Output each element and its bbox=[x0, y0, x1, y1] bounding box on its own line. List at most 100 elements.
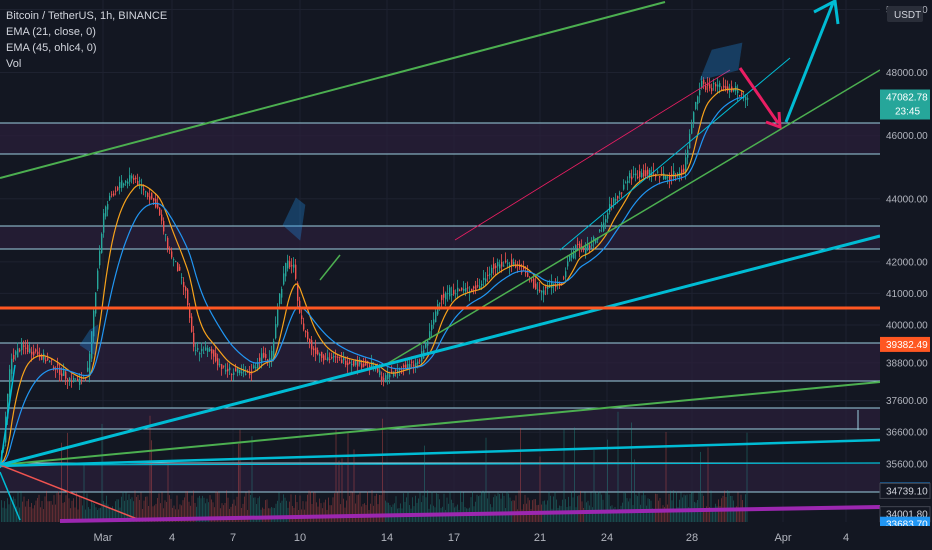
candle-body bbox=[407, 364, 409, 370]
candle-body bbox=[475, 285, 477, 290]
volume-bar bbox=[598, 491, 599, 522]
volume-bar bbox=[68, 498, 70, 522]
candle-body bbox=[323, 355, 325, 361]
volume-trend-line bbox=[59, 505, 881, 523]
volume-bar bbox=[241, 508, 242, 522]
volume-bar bbox=[289, 501, 290, 522]
volume-bar bbox=[130, 499, 131, 522]
volume-bar bbox=[133, 501, 134, 522]
candle-body bbox=[569, 255, 571, 261]
volume-bar bbox=[50, 500, 52, 522]
volume-bar bbox=[55, 504, 56, 522]
time-tick-label: 14 bbox=[381, 532, 393, 544]
volume-bar bbox=[728, 491, 730, 522]
volume-bar bbox=[331, 505, 332, 522]
candle-body bbox=[267, 359, 269, 361]
candle-body bbox=[305, 330, 307, 333]
volume-bar bbox=[32, 508, 34, 522]
candle-body bbox=[171, 251, 173, 258]
volume-bar bbox=[49, 501, 50, 522]
volume-bar bbox=[533, 499, 535, 522]
volume-bar bbox=[59, 495, 61, 522]
candle-body bbox=[175, 261, 177, 263]
candle-body bbox=[313, 348, 315, 351]
volume-bar bbox=[40, 507, 41, 522]
candle-body bbox=[191, 316, 193, 332]
candle-body bbox=[315, 347, 317, 354]
volume-bar bbox=[217, 491, 218, 522]
volume-bar bbox=[218, 492, 220, 522]
candle-body bbox=[455, 293, 457, 295]
volume-bar bbox=[661, 508, 662, 522]
volume-bar bbox=[482, 490, 484, 522]
volume-bar bbox=[320, 503, 322, 522]
ema21-line bbox=[0, 88, 745, 465]
volume-bar bbox=[223, 505, 224, 522]
small-green-line bbox=[319, 254, 341, 281]
volume-bar bbox=[67, 432, 68, 522]
volume-bar bbox=[710, 490, 712, 522]
candle-body bbox=[17, 348, 19, 358]
volume-bar bbox=[676, 491, 677, 522]
volume-bar bbox=[692, 491, 694, 522]
volume-bar bbox=[664, 506, 665, 522]
candle-body bbox=[179, 266, 181, 271]
volume-bar bbox=[200, 498, 202, 522]
volume-bar bbox=[583, 507, 584, 522]
candle-body bbox=[695, 101, 697, 109]
volume-bar bbox=[388, 502, 389, 522]
volume-bar bbox=[382, 418, 383, 522]
candle-body bbox=[293, 264, 295, 268]
volume-bar bbox=[451, 499, 452, 522]
price-zone bbox=[0, 408, 880, 429]
volume-bar bbox=[104, 503, 106, 522]
candle-body bbox=[227, 368, 229, 372]
volume-bar bbox=[406, 497, 407, 522]
volume-bar bbox=[497, 492, 499, 522]
candle-body bbox=[73, 378, 75, 380]
candle-body bbox=[163, 221, 165, 232]
candle-body bbox=[177, 262, 179, 272]
volume-bar bbox=[154, 505, 155, 522]
volume-bar bbox=[370, 503, 371, 522]
volume-bar bbox=[665, 431, 667, 522]
volume-bar bbox=[226, 490, 227, 522]
candle-body bbox=[193, 332, 195, 347]
volume-bar bbox=[695, 502, 697, 522]
volume-bar bbox=[142, 508, 143, 522]
volume-bar bbox=[734, 508, 736, 522]
candle-body bbox=[473, 286, 475, 289]
volume-bar bbox=[271, 507, 272, 522]
projection-arrow-down bbox=[738, 67, 782, 130]
volume-bar bbox=[70, 508, 71, 522]
candle-body bbox=[639, 171, 641, 177]
candle-body bbox=[93, 310, 95, 337]
candle-body bbox=[739, 95, 741, 97]
volume-bar bbox=[403, 493, 404, 522]
candle-body bbox=[429, 331, 431, 340]
volume-bar bbox=[292, 505, 293, 522]
candle-body bbox=[253, 365, 255, 369]
volume-bar bbox=[170, 498, 172, 522]
volume-bar bbox=[97, 509, 98, 522]
flag-pattern bbox=[699, 42, 743, 81]
volume-bar bbox=[196, 506, 197, 522]
volume-bar bbox=[691, 491, 692, 522]
candle-body bbox=[145, 191, 147, 193]
candle-body bbox=[567, 261, 569, 267]
candle-body bbox=[301, 315, 303, 319]
volume-bar bbox=[296, 502, 298, 522]
candle-body bbox=[385, 375, 387, 383]
candle-body bbox=[427, 340, 429, 346]
volume-bar bbox=[347, 431, 349, 522]
volume-bar bbox=[167, 460, 169, 522]
volume-bar bbox=[431, 491, 433, 522]
volume-bar bbox=[329, 505, 331, 522]
candle-body bbox=[719, 83, 721, 88]
volume-bar bbox=[446, 497, 448, 522]
volume-bar bbox=[607, 439, 608, 522]
volume-bar bbox=[17, 491, 19, 522]
candle-body bbox=[43, 353, 45, 360]
candle-body bbox=[265, 354, 267, 359]
